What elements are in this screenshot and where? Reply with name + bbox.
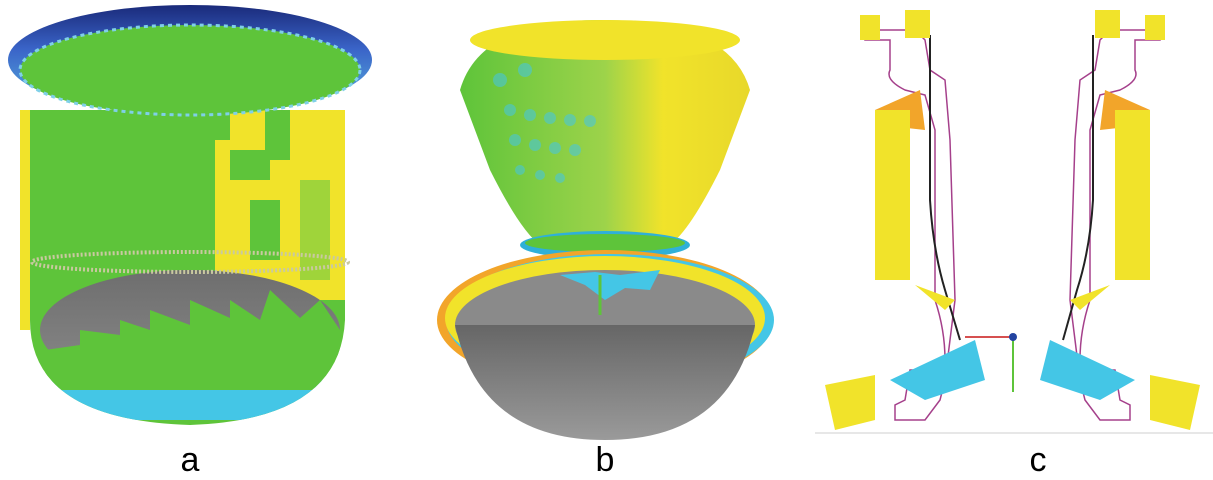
panel-c xyxy=(815,0,1213,440)
axis-triad xyxy=(965,333,1017,392)
cylinder-surface-image xyxy=(8,5,372,425)
panel-a xyxy=(0,0,400,440)
panel-c-label: c xyxy=(1029,441,1047,479)
panel-b xyxy=(420,0,810,440)
panel-b-label: b xyxy=(595,441,615,479)
profile-section-image xyxy=(815,10,1213,434)
nozzle-surface-image xyxy=(437,20,774,440)
right-profile xyxy=(1040,10,1200,430)
panel-a-label: a xyxy=(180,441,200,479)
left-profile xyxy=(825,10,985,430)
